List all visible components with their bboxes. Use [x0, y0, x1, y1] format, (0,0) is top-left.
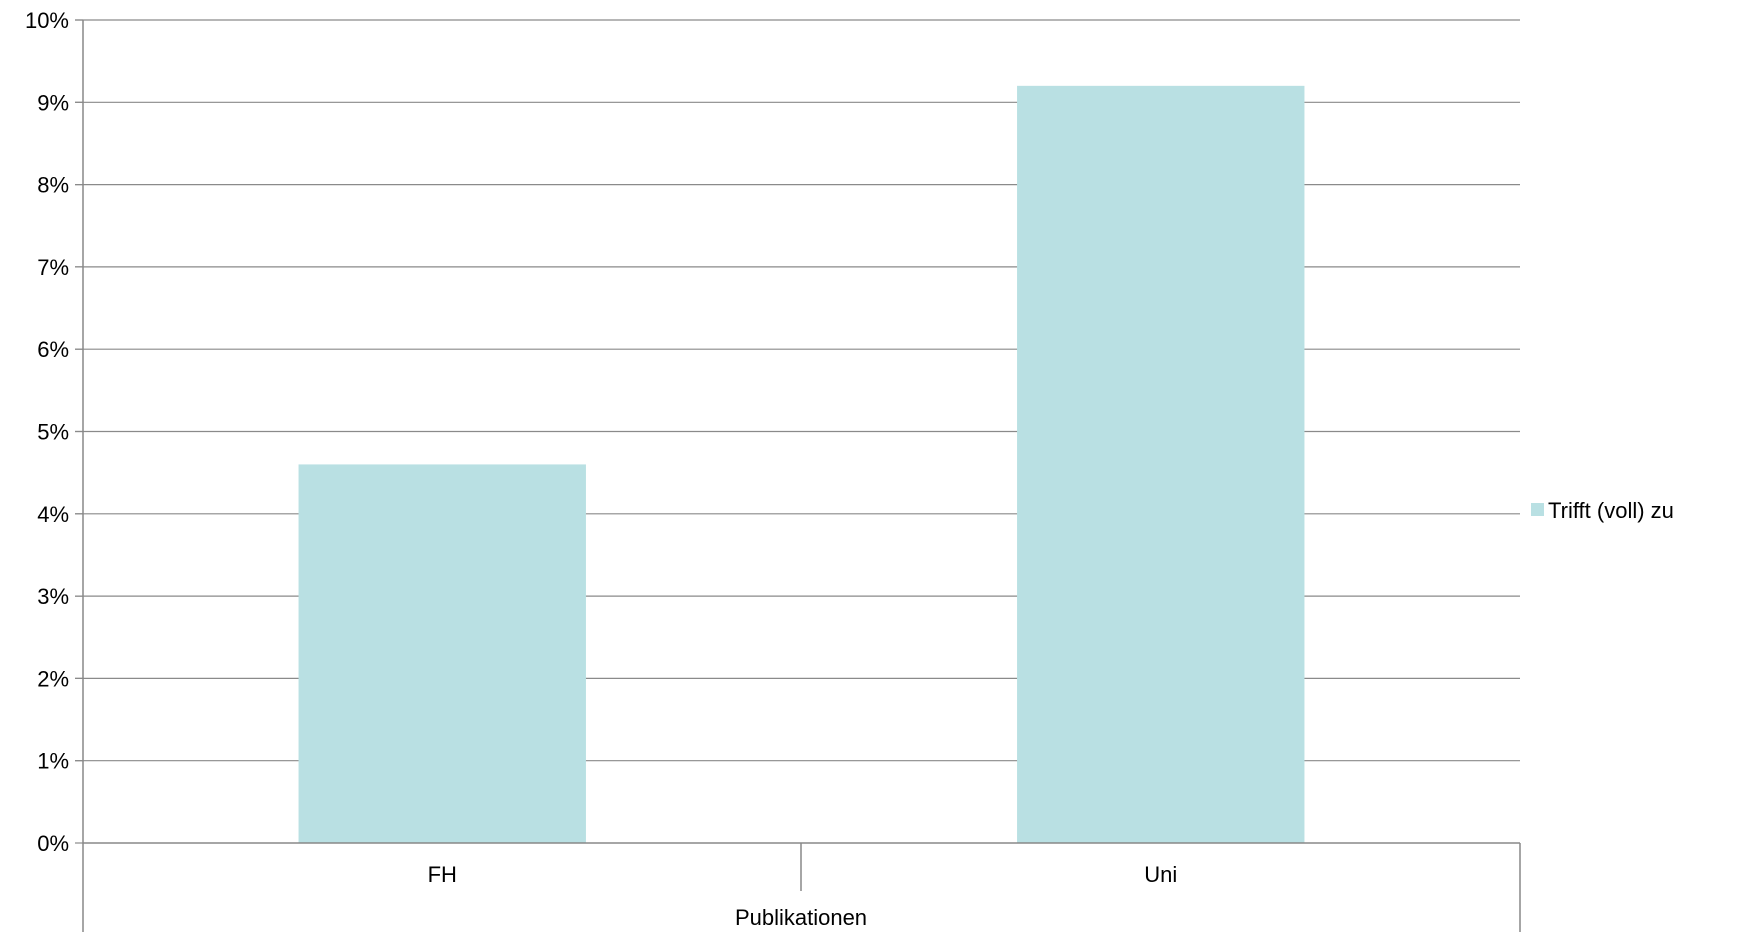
legend-swatch	[1531, 503, 1544, 516]
y-tick-label: 3%	[37, 584, 69, 609]
x-group-label: Publikationen	[735, 905, 867, 930]
y-tick-label: 1%	[37, 749, 69, 774]
y-tick-label: 7%	[37, 255, 69, 280]
x-category-labels: FH Uni	[428, 862, 1178, 887]
axes	[82, 20, 1521, 932]
y-tick-label: 10%	[25, 8, 69, 33]
legend: Trifft (voll) zu	[1531, 498, 1674, 523]
legend-label: Trifft (voll) zu	[1548, 498, 1674, 523]
x-category-label: Uni	[1144, 862, 1177, 887]
y-tick-label: 2%	[37, 666, 69, 691]
y-tick-label: 5%	[37, 420, 69, 445]
y-tick-label: 0%	[37, 831, 69, 856]
y-tick-label: 4%	[37, 502, 69, 527]
y-tick-label: 6%	[37, 337, 69, 362]
y-tick-label: 8%	[37, 173, 69, 198]
bars	[298, 85, 1305, 844]
y-tick-label: 9%	[37, 90, 69, 115]
bar-fh	[298, 464, 586, 843]
x-category-label: FH	[428, 862, 457, 887]
y-tick-labels: 0% 1% 2% 3% 4% 5% 6% 7% 8% 9% 10%	[25, 8, 69, 856]
bar-uni	[1017, 85, 1305, 844]
